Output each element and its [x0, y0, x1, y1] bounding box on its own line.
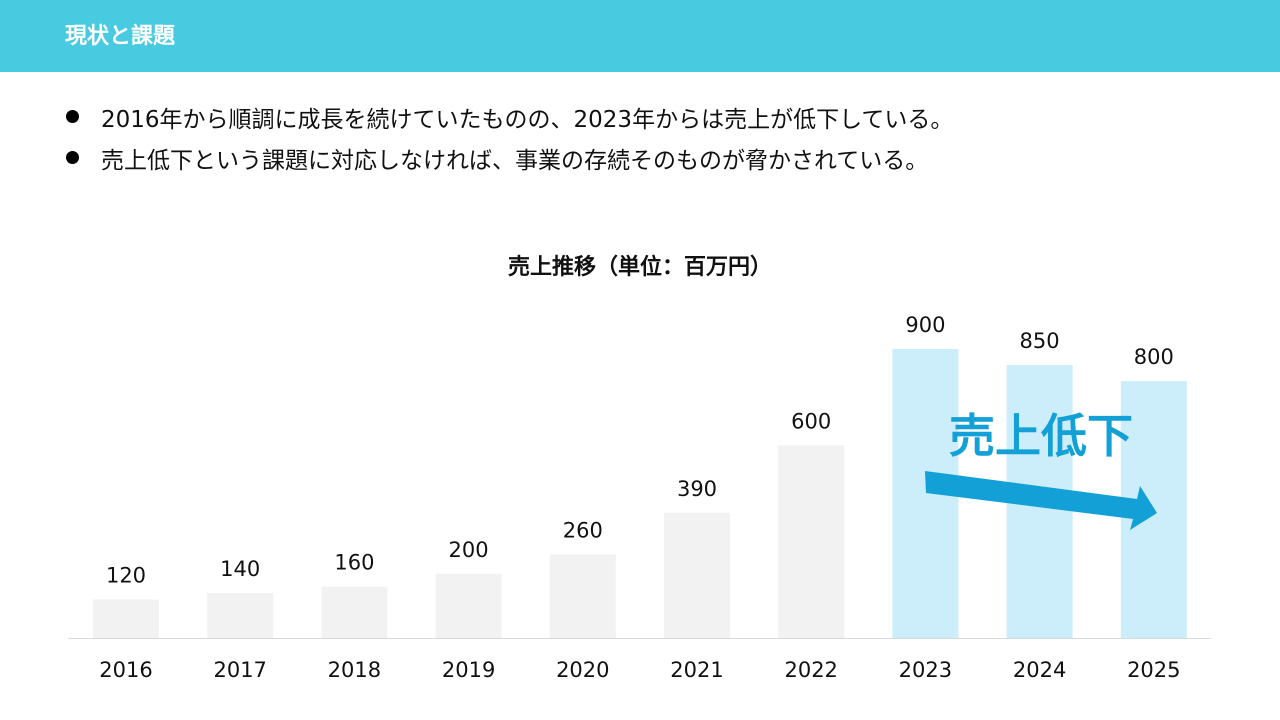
x-tick-label-2021: 2021 [670, 658, 723, 682]
x-tick-label-2024: 2024 [1013, 658, 1066, 682]
bar-2018 [321, 586, 388, 638]
data-label-2023: 900 [905, 313, 945, 337]
trend-arrow-icon [925, 471, 1157, 530]
bar-2021 [664, 512, 730, 638]
data-label-2019: 200 [449, 538, 489, 562]
data-label-2021: 390 [677, 477, 717, 501]
bullet-icon [66, 110, 79, 123]
bar-2017 [207, 593, 274, 638]
data-label-2022: 600 [791, 409, 831, 433]
data-label-2024: 850 [1020, 329, 1060, 353]
header-bar: 現状と課題 [0, 0, 1280, 72]
bar-2020 [549, 554, 616, 638]
chart-title: 売上推移（単位：百万円） [507, 255, 772, 280]
data-label-2025: 800 [1134, 345, 1174, 369]
x-tick-label-2023: 2023 [899, 658, 952, 682]
slide-title: 現状と課題 [65, 24, 176, 49]
x-tick-label-2022: 2022 [784, 658, 837, 682]
bullet-icon [66, 151, 79, 164]
bullet-text: 2016年から順調に成長を続けていたものの、2023年からは売上が低下している。 [101, 106, 954, 133]
bar-2019 [435, 573, 502, 638]
data-label-2020: 260 [563, 519, 603, 543]
data-label-2017: 140 [220, 557, 260, 581]
bullet-list: 2016年から順調に成長を続けていたものの、2023年からは売上が低下している。… [66, 96, 953, 178]
bullet-item: 売上低下という課題に対応しなければ、事業の存続そのものが脅かされている。 [66, 137, 953, 178]
x-tick-label-2017: 2017 [213, 658, 266, 682]
bar-2016 [93, 599, 159, 638]
bullet-item: 2016年から順調に成長を続けていたものの、2023年からは売上が低下している。 [66, 96, 953, 137]
x-tick-label-2019: 2019 [442, 658, 495, 682]
data-label-2016: 120 [106, 563, 146, 587]
data-label-2018: 160 [334, 551, 374, 575]
annotation-label: 売上低下 [949, 409, 1133, 463]
x-tick-label-2018: 2018 [328, 658, 381, 682]
x-tick-label-2016: 2016 [99, 658, 152, 682]
x-tick-label-2020: 2020 [556, 658, 609, 682]
x-tick-label-2025: 2025 [1127, 658, 1180, 682]
bullet-text: 売上低下という課題に対応しなければ、事業の存続そのものが脅かされている。 [101, 147, 929, 174]
bar-2022 [778, 445, 845, 638]
